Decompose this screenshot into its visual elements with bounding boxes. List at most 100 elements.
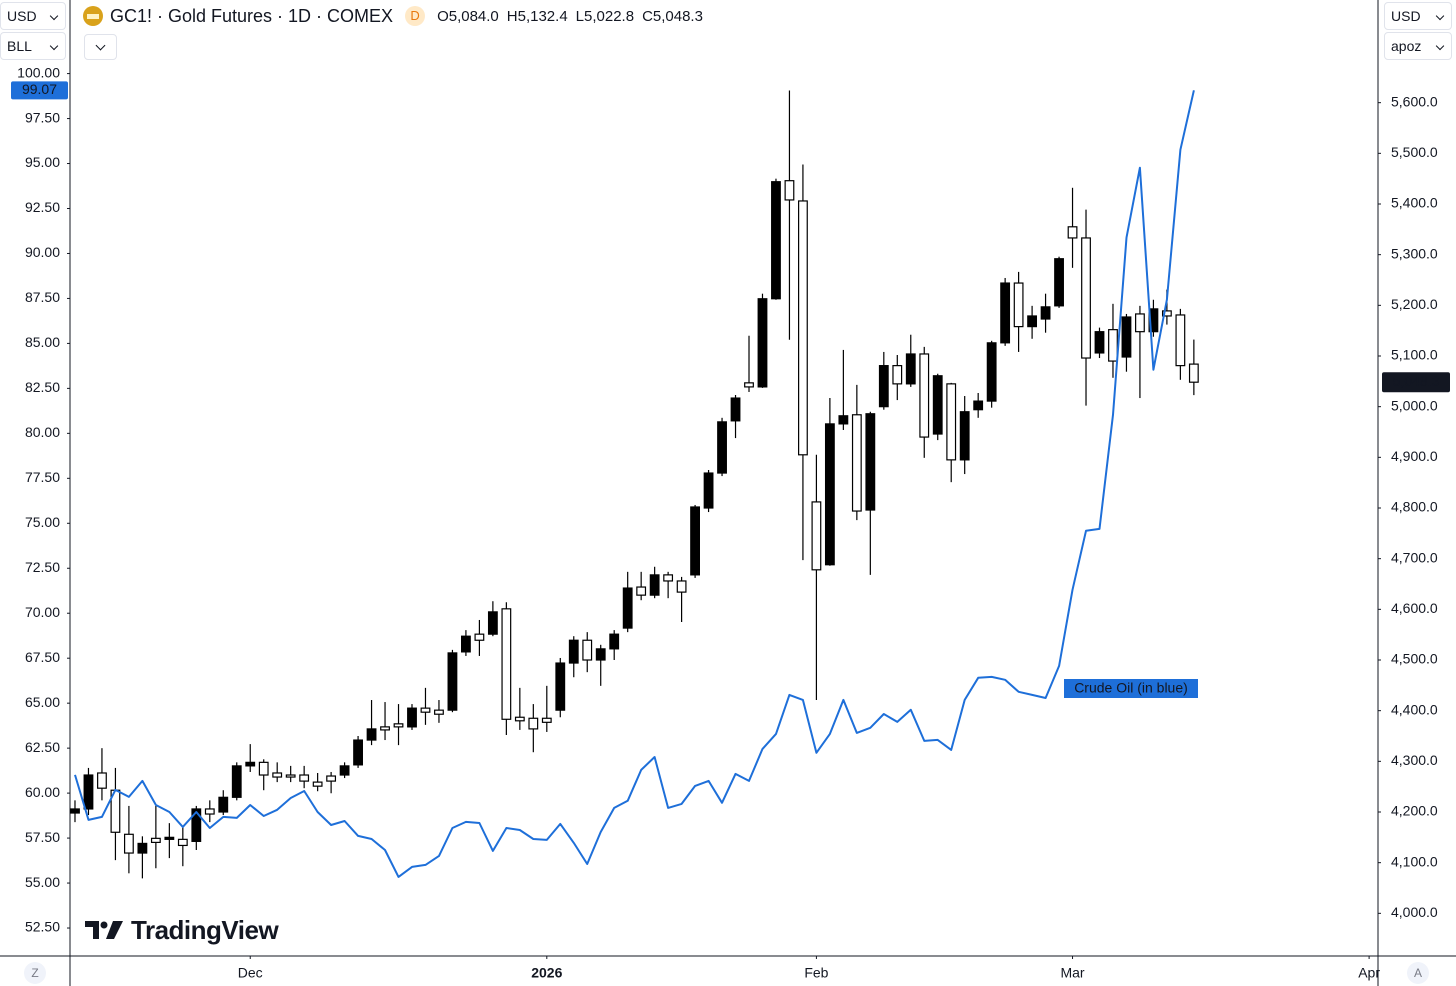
- last-price-badge: [1382, 372, 1450, 393]
- candle-body: [744, 382, 754, 388]
- candle-body: [501, 608, 512, 720]
- annotation-box: [1064, 679, 1198, 698]
- candle-body: [231, 765, 242, 798]
- y2-tick-label: 5,000.0: [1391, 397, 1438, 413]
- candle-body: [353, 739, 363, 766]
- currency-select-right[interactable]: USD: [1384, 2, 1452, 30]
- candle-body: [366, 728, 377, 741]
- y2-tick-label: 5,500.0: [1391, 144, 1438, 160]
- collapse-button[interactable]: [84, 34, 117, 60]
- y-tick-label: 52.50: [25, 919, 60, 935]
- candle-body: [191, 808, 202, 842]
- candle-body: [555, 662, 566, 711]
- candle-body: [690, 506, 700, 576]
- candle-body: [703, 472, 714, 509]
- candle-body: [461, 635, 471, 653]
- logo-text: TradingView: [131, 914, 279, 945]
- y-tick-label: 90.00: [25, 244, 60, 260]
- y-tick-label: 75.00: [25, 514, 60, 530]
- candle-body: [70, 808, 80, 814]
- timezone-button[interactable]: Z: [24, 962, 46, 984]
- y-tick-label: 80.00: [25, 424, 60, 440]
- y2-tick-label: 5,200.0: [1391, 296, 1438, 312]
- candle-body: [420, 707, 431, 713]
- candle-body: [258, 761, 269, 776]
- y2-tick-label: 5,300.0: [1391, 245, 1438, 261]
- candle-body: [326, 775, 337, 782]
- symbol-select[interactable]: BLL: [0, 32, 66, 60]
- y-tick-label: 82.50: [25, 379, 60, 395]
- candle-body: [285, 774, 296, 778]
- candle-body: [636, 586, 647, 596]
- y-tick-label: 72.50: [25, 559, 60, 575]
- candle-body: [851, 414, 862, 512]
- candle-body: [757, 298, 768, 388]
- candle-body: [811, 501, 822, 571]
- ohlc-high: H5,132.4: [506, 7, 568, 25]
- y2-tick-label: 4,200.0: [1391, 803, 1438, 819]
- candle-body: [474, 633, 485, 641]
- y-tick-label: 62.50: [25, 739, 60, 755]
- candle-body: [582, 639, 593, 661]
- candle-body: [528, 717, 539, 730]
- candle-body: [798, 200, 808, 456]
- candle-body: [1027, 315, 1038, 328]
- currency-select[interactable]: USD: [0, 2, 66, 30]
- candle-body: [177, 838, 188, 847]
- candle-body: [663, 574, 674, 582]
- y-tick-label: 92.50: [25, 199, 60, 215]
- candle-body: [1081, 237, 1091, 359]
- watermark: TradingView: [85, 914, 279, 945]
- annotation-text: Crude Oil (in blue): [1074, 680, 1188, 696]
- candle-body: [717, 421, 727, 474]
- interval-badge: D: [405, 6, 426, 26]
- y2-tick-label: 4,300.0: [1391, 752, 1438, 768]
- candle-body: [865, 413, 876, 511]
- candle-body: [1175, 314, 1186, 367]
- candle-body: [1188, 363, 1199, 383]
- chevron: [95, 40, 106, 51]
- candle-body: [245, 761, 256, 767]
- y-tick-label: 87.50: [25, 289, 60, 305]
- y2-tick-label: 4,800.0: [1391, 499, 1438, 515]
- y2-tick-label: 5,100.0: [1391, 347, 1438, 363]
- ohlc-low: L5,022.8: [575, 7, 635, 25]
- candle-body: [1040, 306, 1051, 320]
- y-tick-label: 67.50: [25, 649, 60, 665]
- line-series: [74, 90, 1195, 878]
- candle-body: [272, 772, 283, 778]
- candle-body: [919, 353, 930, 438]
- y2-tick-label: 4,600.0: [1391, 600, 1438, 616]
- last-value-label: 99.07: [22, 81, 57, 97]
- candle-body: [137, 842, 148, 854]
- candle-body: [407, 707, 417, 728]
- candle-body: [946, 383, 957, 461]
- y2-tick-label: 5,600.0: [1391, 93, 1438, 109]
- candle-body: [312, 781, 323, 787]
- candle-body: [771, 181, 781, 300]
- candle-body: [609, 633, 620, 650]
- y-tick-label: 97.50: [25, 109, 60, 125]
- candle-body: [218, 796, 229, 813]
- candle-body: [123, 833, 134, 854]
- candle-body: [905, 353, 916, 385]
- candle-body: [380, 726, 390, 731]
- ohlc-close: C5,048.3: [642, 7, 703, 25]
- y2-tick-label: 4,900.0: [1391, 448, 1438, 464]
- candle-body: [878, 365, 889, 408]
- candle-body: [83, 774, 94, 810]
- x-tick-label: Dec: [238, 965, 263, 981]
- candle-body: [959, 411, 970, 461]
- scale-select-right[interactable]: apoz: [1384, 32, 1452, 60]
- chart-title: GC1! · Gold Futures · 1D · COMEX: [110, 5, 394, 26]
- auto-scale-button[interactable]: A: [1407, 962, 1429, 984]
- candle-body: [447, 652, 458, 711]
- candle-body: [97, 772, 107, 789]
- candle-body: [393, 723, 404, 728]
- candle-body: [1121, 316, 1132, 358]
- candle-body: [676, 580, 687, 593]
- candle-body: [339, 765, 350, 776]
- y-tick-label: 57.50: [25, 829, 60, 845]
- candle-body: [1054, 258, 1064, 307]
